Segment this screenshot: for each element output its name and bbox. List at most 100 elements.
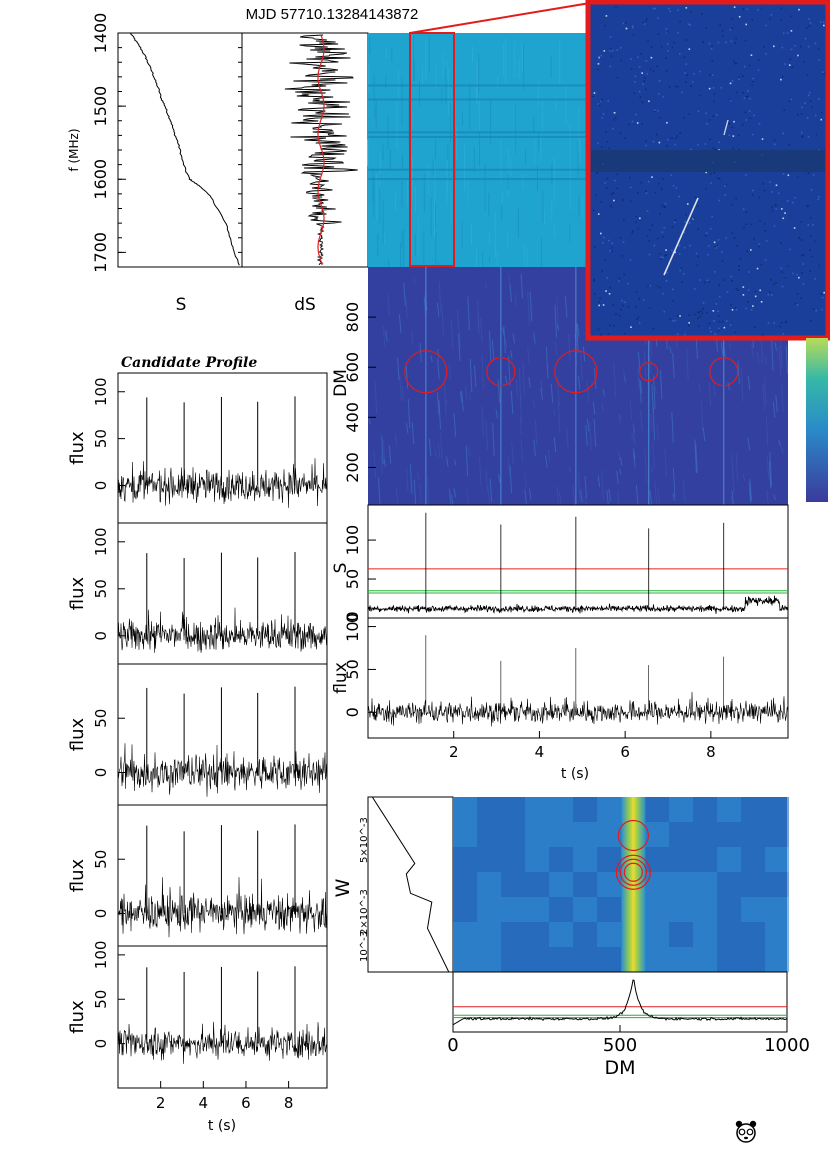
zoom-inset-pixel [657, 17, 659, 20]
dm-time-streak [440, 432, 443, 459]
dm-width-cell [549, 872, 573, 897]
dm-time-streak [430, 355, 433, 363]
candidate-profile-y-tick-label: 0 [92, 909, 110, 919]
zoom-inset-pixel [642, 83, 644, 86]
zoom-inset-pixel [681, 91, 683, 94]
zoom-inset-pixel [725, 184, 728, 186]
zoom-inset-pixel [675, 187, 678, 189]
zoom-inset-pixel [817, 48, 820, 50]
zoom-inset-pixel [706, 279, 709, 282]
zoom-inset-pixel [804, 102, 806, 104]
zoom-inset-pixel [775, 208, 777, 210]
dm-width-cell [525, 847, 549, 872]
zoom-inset-pixel [734, 331, 737, 334]
zoom-inset-pixel [615, 116, 617, 119]
zoom-inset-pixel [806, 117, 809, 119]
dm-time-streak [469, 358, 473, 393]
dm-time-streak [731, 454, 734, 481]
zoom-inset-pixel [684, 81, 687, 83]
zoom-inset-pixel [645, 192, 648, 194]
dm-width-cell [573, 822, 597, 847]
zoom-inset-pixel [792, 201, 794, 204]
zoom-inset-pixel [651, 224, 654, 226]
zoom-inset-pixel [629, 186, 632, 189]
dm-time-streak [550, 383, 554, 404]
zoom-inset-pixel [686, 74, 688, 76]
spectrum-derivative-panel: dS [241, 32, 369, 315]
dm-time-streak [775, 395, 778, 413]
zoom-inset-pixel [656, 65, 658, 68]
zoom-inset-pixel [821, 308, 823, 311]
zoom-inset-pixel [696, 205, 699, 208]
zoom-inset-pixel [666, 31, 669, 33]
zoom-inset-pixel [748, 271, 750, 273]
zoom-inset-pixel [807, 224, 810, 226]
dm-time-streak [520, 273, 524, 299]
zoom-inset-pixel [800, 221, 803, 224]
zoom-inset-pixel [728, 134, 731, 137]
candidate-profile-y-label: flux [67, 431, 88, 465]
zoom-inset-pixel [678, 244, 681, 247]
zoom-inset-pixel [780, 242, 782, 244]
zoom-inset-pixel [693, 73, 695, 75]
dm-time-streak [546, 360, 549, 369]
zoom-inset-pixel [705, 27, 708, 29]
dm-time-streak [572, 484, 575, 506]
zoom-inset-pixel [656, 285, 659, 288]
zoom-inset-pixel [608, 292, 611, 295]
spectrum-y-tick-label: 1700 [91, 232, 110, 273]
dm-width-cell [717, 872, 741, 897]
zoom-inset-pixel [621, 304, 624, 307]
zoom-inset-pixel [597, 68, 599, 71]
dm-width-cell [669, 897, 693, 922]
zoom-inset-pixel [823, 291, 825, 294]
zoom-inset-pixel [619, 46, 622, 49]
zoom-inset-pixel [802, 263, 805, 265]
dm-width-cell [453, 797, 477, 822]
dm-time-streak [700, 400, 704, 432]
zoom-inset-pixel [801, 254, 803, 257]
zoom-inset-pixel [693, 217, 695, 220]
dm-width-cell [765, 847, 789, 872]
dm-time-streak [410, 331, 414, 344]
dm-time-streak [649, 490, 653, 506]
dm-time-streak [380, 453, 384, 474]
candidate-profile-frame [117, 372, 328, 524]
zoom-inset-pixel [686, 203, 689, 205]
dm-time-streak [382, 325, 386, 348]
dm-time-streak [509, 284, 513, 303]
zoom-inset-pixel [592, 95, 595, 98]
zoom-inset-pixel [758, 243, 761, 245]
dm-time-streak [742, 473, 746, 482]
zoom-inset-pixel [625, 27, 628, 30]
zoom-inset-pixel [658, 80, 661, 82]
dm-time-streak [618, 413, 622, 420]
zoom-inset-pixel [757, 59, 760, 61]
zoom-inset-pixel [705, 234, 707, 237]
dm-width-cell [501, 847, 525, 872]
zoom-inset-pixel [638, 90, 641, 93]
zoom-inset-pixel [761, 333, 764, 336]
zoom-inset-pixel [762, 182, 764, 185]
zoom-inset-pixel [721, 320, 724, 323]
zoom-inset-pixel [784, 320, 787, 323]
dm-time-streak [405, 296, 408, 319]
zoom-inset-pixel [665, 28, 667, 30]
dm-time-streak [467, 296, 470, 331]
dm-time-streak [671, 411, 674, 443]
zoom-inset-pixel [753, 237, 755, 240]
zoom-inset-pixel [708, 87, 711, 90]
zoom-inset-pixel [615, 7, 617, 9]
dynamic-spectrum-rfi-row [368, 131, 788, 134]
dm-width-candidate-ring [619, 858, 647, 886]
zoom-inset-pixel [644, 20, 647, 22]
dm-time-streak [511, 442, 514, 466]
candidate-profile-y-tick-label: 100 [92, 527, 110, 556]
zoom-inset-pixel [809, 22, 812, 24]
zoom-inset-pixel [681, 281, 683, 284]
zoom-inset-pixel [810, 217, 812, 219]
zoom-inset-texture [592, 6, 825, 336]
zoom-inset-pixel [688, 314, 690, 316]
zoom-inset-pixel [733, 6, 736, 8]
dm-time-streak [652, 442, 655, 468]
